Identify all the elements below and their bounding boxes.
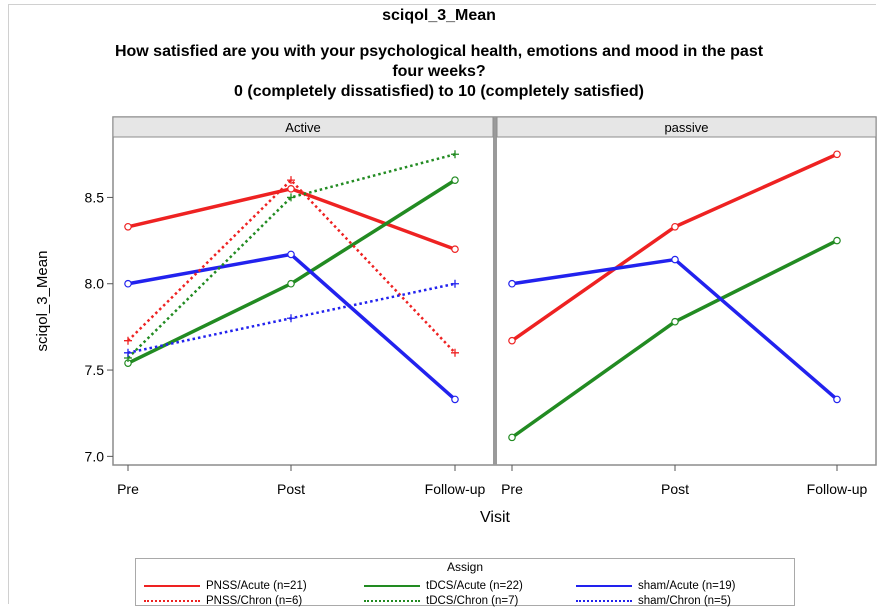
series-line xyxy=(510,239,838,439)
legend-label: sham/Acute (n=19) xyxy=(638,580,736,592)
x-tick-label: Pre xyxy=(501,481,523,497)
legend-label: sham/Chron (n=5) xyxy=(638,595,731,607)
legend-item: PNSS/Chron (n=6) xyxy=(144,593,302,609)
legend-swatch xyxy=(576,600,632,602)
x-tick-label: Follow-up xyxy=(807,481,868,497)
legend-item: sham/Acute (n=19) xyxy=(576,578,735,594)
legend-label: tDCS/Acute (n=22) xyxy=(426,580,523,592)
legend-swatch xyxy=(144,585,200,587)
panel-header-label: passive xyxy=(664,120,708,135)
data-point xyxy=(287,314,295,323)
data-point xyxy=(833,236,841,245)
series-line xyxy=(510,152,838,343)
legend-swatch xyxy=(144,600,200,602)
series-line xyxy=(127,252,457,401)
legend-item: tDCS/Chron (n=7) xyxy=(364,593,518,609)
data-point xyxy=(287,279,295,288)
y-tick-label: 7.0 xyxy=(85,448,105,464)
y-tick-label: 8.5 xyxy=(85,189,105,205)
series-line xyxy=(127,153,456,359)
data-point xyxy=(451,348,459,357)
legend-label: tDCS/Chron (n=7) xyxy=(426,595,519,607)
panel-header-passive xyxy=(496,116,877,138)
data-point xyxy=(124,348,132,357)
legend-label: PNSS/Chron (n=6) xyxy=(206,595,303,607)
y-axis-label: sciqol_3_Mean xyxy=(34,251,51,352)
legend-item: tDCS/Acute (n=22) xyxy=(364,578,523,594)
data-point xyxy=(287,176,295,185)
legend-item: sham/Chron (n=5) xyxy=(576,593,731,609)
data-point xyxy=(508,279,516,288)
x-tick-label: Follow-up xyxy=(425,481,486,497)
x-tick-label: Post xyxy=(661,481,689,497)
legend-item: PNSS/Acute (n=21) xyxy=(144,578,307,594)
legend-title: Assign xyxy=(446,560,484,574)
x-tick-label: Pre xyxy=(117,481,139,497)
series-line xyxy=(511,257,839,401)
data-point xyxy=(124,222,132,231)
data-point xyxy=(287,193,295,202)
data-point xyxy=(287,184,295,193)
data-point xyxy=(124,336,132,345)
chart-subtitle-line-2: four weeks? xyxy=(392,63,486,80)
data-point xyxy=(671,255,679,264)
legend-swatch xyxy=(576,585,632,587)
data-point xyxy=(451,150,459,159)
data-point xyxy=(451,245,459,254)
chart-subtitle-line-3: 0 (completely dissatisfied) to 10 (compl… xyxy=(234,83,644,100)
data-point xyxy=(671,222,679,231)
chart-subtitle-line-1: How satisfied are you with your psycholo… xyxy=(114,43,764,60)
data-point xyxy=(451,279,459,288)
y-tick-label: 7.5 xyxy=(85,362,105,378)
data-point xyxy=(671,317,679,326)
legend-swatch xyxy=(364,585,420,587)
series-line xyxy=(127,178,456,365)
data-point xyxy=(451,395,459,404)
data-point xyxy=(508,336,516,345)
legend-label: PNSS/Acute (n=21) xyxy=(206,580,307,592)
data-point xyxy=(833,395,841,404)
data-point xyxy=(833,150,841,159)
data-point xyxy=(451,176,459,184)
data-point xyxy=(508,433,516,442)
panel-divider xyxy=(493,117,497,465)
chart-plot-area: Active passive 7.0 7.5 8.0 8.5 sciqol_3_Mean Pr… xyxy=(34,116,877,526)
legend-swatch xyxy=(364,600,420,602)
data-point xyxy=(287,250,295,259)
chart-title: sciqol_3_Mean xyxy=(382,7,496,24)
x-tick-label: Post xyxy=(277,481,305,497)
panel-header-active xyxy=(112,116,494,138)
legend: Assign PNSS/Acute (n=21) tDCS/Acute (n=22… xyxy=(135,558,795,609)
y-tick-label: 8.0 xyxy=(85,276,105,292)
data-point xyxy=(124,279,132,288)
panel-header-label: Active xyxy=(285,120,320,135)
series-line xyxy=(127,178,456,354)
page-frame xyxy=(8,4,876,604)
x-axis-label: Visit xyxy=(480,509,510,526)
